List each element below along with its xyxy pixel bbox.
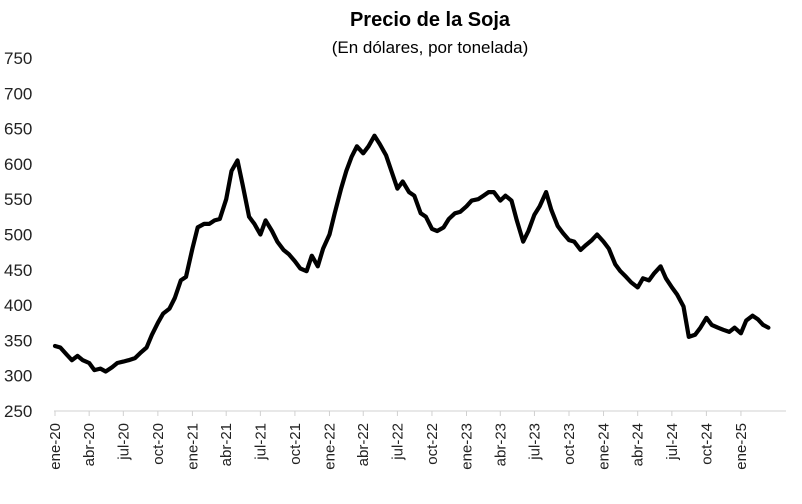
x-tick-label: jul-23 xyxy=(526,423,543,461)
x-tick-label: ene-22 xyxy=(321,423,338,470)
x-tick-label: jul-21 xyxy=(252,423,269,461)
y-tick-label: 700 xyxy=(4,84,32,103)
y-tick-label: 400 xyxy=(4,296,32,315)
chart-title: Precio de la Soja xyxy=(350,9,511,31)
x-tick-label: ene-23 xyxy=(458,423,475,470)
y-tick-label: 500 xyxy=(4,226,32,245)
series-line xyxy=(52,133,771,374)
x-tick-label: oct-22 xyxy=(424,423,441,465)
x-tick-label: jul-24 xyxy=(664,423,681,461)
x-tick-label: ene-20 xyxy=(47,423,64,470)
x-tick-label: jul-22 xyxy=(389,423,406,461)
y-tick-label: 300 xyxy=(4,367,32,386)
y-tick-label: 550 xyxy=(4,190,32,209)
x-tick-label: abr-24 xyxy=(630,423,647,466)
y-tick-label: 350 xyxy=(4,331,32,350)
x-axis-ticks: ene-20 abr-20 jul-20 oct-20 ene-21 abr-21 jul-… xyxy=(47,411,750,470)
y-axis-ticks: 250 300 350 400 450 500 550 600 650 700 750 xyxy=(4,49,32,421)
x-tick-label: ene-25 xyxy=(733,423,750,470)
y-tick-label: 600 xyxy=(4,155,32,174)
x-tick-label: abr-21 xyxy=(218,423,235,466)
y-tick-label: 450 xyxy=(4,261,32,280)
x-tick-label: oct-21 xyxy=(287,423,304,465)
y-tick-label: 750 xyxy=(4,49,32,68)
x-tick-label: ene-24 xyxy=(596,423,613,470)
x-tick-label: oct-20 xyxy=(150,423,167,465)
y-tick-label: 250 xyxy=(4,402,32,421)
x-tick-label: ene-21 xyxy=(184,423,201,470)
x-tick-label: abr-22 xyxy=(355,423,372,466)
x-tick-label: abr-23 xyxy=(492,423,509,466)
x-tick-label: oct-24 xyxy=(698,423,715,465)
x-tick-label: oct-23 xyxy=(561,423,578,465)
x-tick-label: abr-20 xyxy=(81,423,98,466)
y-tick-label: 650 xyxy=(4,120,32,139)
chart-subtitle: (En dólares, por tonelada) xyxy=(332,38,529,57)
x-tick-label: jul-20 xyxy=(115,423,132,461)
